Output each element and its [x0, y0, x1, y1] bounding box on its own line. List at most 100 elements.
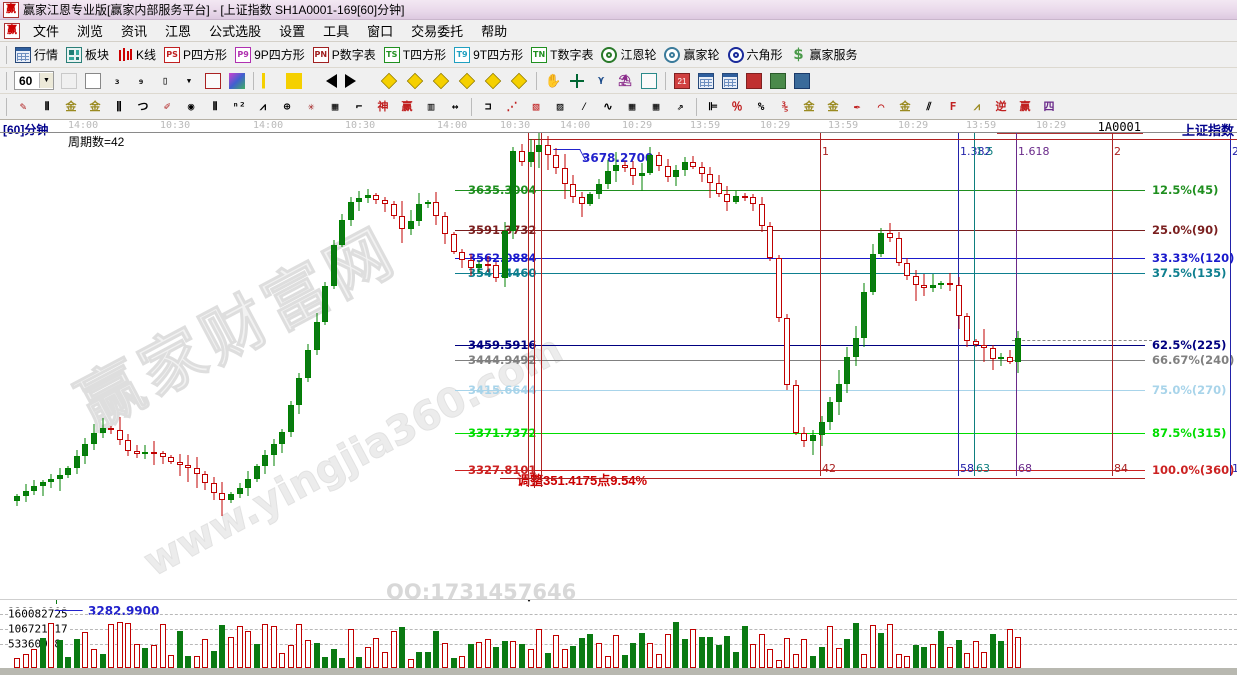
toolbar-button-grid-cell2[interactable]: ▦ — [644, 98, 668, 116]
toolbar-button-spiral[interactable]: つ — [131, 98, 155, 116]
toolbar-button-levels[interactable]: ⊫ — [701, 98, 725, 116]
toolbar-button-p-number-table[interactable]: PN P数字表 — [309, 45, 380, 64]
toolbar-button-red-angle[interactable]: 逆 — [989, 98, 1013, 116]
toolbar-button-span-measure[interactable]: ↔ — [443, 98, 467, 116]
toolbar-button-print-preview[interactable] — [766, 72, 790, 90]
toolbar-button-chart-dropdown[interactable]: ▼ — [177, 72, 201, 90]
toolbar-button-t-square[interactable]: TS T四方形 — [380, 45, 450, 64]
chart-plot[interactable]: 赢家财富网 www.yingjia360.com QQ:1731457646 3… — [0, 133, 1237, 599]
toolbar-button-step-line[interactable]: ⌐ — [347, 98, 371, 116]
toolbar-button-last-page[interactable] — [282, 72, 306, 90]
toolbar-button-calculator[interactable] — [694, 72, 718, 90]
toolbar-button-arc-tool[interactable]: ⌒ — [869, 98, 893, 116]
toolbar-button-calendar[interactable]: 21 — [670, 72, 694, 90]
volume-panel[interactable]: 3282.9900 3282.9900 16008272510672181753… — [0, 599, 1237, 675]
toolbar-button-report[interactable] — [718, 72, 742, 90]
toolbar-button-square-n2[interactable]: ⁿ² — [227, 98, 251, 116]
toolbar-button-sub9[interactable]: ₉ — [129, 72, 153, 90]
toolbar-button-gann-wheel[interactable]: 江恩轮 — [597, 45, 660, 64]
menu-item-settings[interactable]: 设置 — [279, 24, 306, 39]
toolbar-button-percent-grid[interactable]: ⅗ — [773, 98, 797, 116]
toolbar-button-fibonacci[interactable]: ⫼ — [107, 98, 131, 116]
toolbar-button-gold-box[interactable]: 金 — [893, 98, 917, 116]
menu-item-help[interactable]: 帮助 — [481, 24, 508, 39]
toolbar-button-box-arrow[interactable]: ▧ — [524, 98, 548, 116]
toolbar-button-ying-angle[interactable]: 赢 — [1013, 98, 1037, 116]
menu-item-trade[interactable]: 交易委托 — [411, 24, 464, 39]
toolbar-button-diamond-6[interactable] — [506, 71, 532, 91]
toolbar-button-winner-wheel[interactable]: 赢家轮 — [660, 45, 723, 64]
toolbar-button-next[interactable] — [341, 73, 376, 89]
toolbar-button-quotes[interactable]: 行情 — [11, 45, 62, 64]
toolbar-button-first-page[interactable] — [258, 72, 282, 90]
toolbar-button-diamond-2[interactable] — [402, 71, 428, 91]
toolbar-button-comb[interactable]: ▥ — [419, 98, 443, 116]
toolbar-button-gann-fan[interactable]: ⫴ — [35, 98, 59, 116]
toolbar-button-color-flag[interactable] — [225, 72, 249, 90]
chart-area[interactable]: [60]分钟 周期数=42 1A0001 上证指数 14:00 10:30 14:0… — [0, 120, 1237, 599]
toolbar-button-angle-pair[interactable]: ⫽ — [917, 98, 941, 116]
toolbar-button-angle-lines[interactable]: ⩘ — [251, 98, 275, 116]
toolbar-button-slope-line[interactable]: ⁄ — [572, 98, 596, 116]
toolbar-button-gold-circle[interactable]: 金 — [797, 98, 821, 116]
toolbar-button-f-lines[interactable]: F — [941, 98, 965, 116]
toolbar-button-winner-service[interactable]: $ 赢家服务 — [787, 45, 862, 64]
toolbar-button-kline[interactable]: K线 — [113, 45, 160, 64]
toolbar-button-t-number-table[interactable]: TN T数字表 — [527, 45, 597, 64]
menu-item-gann[interactable]: 江恩 — [165, 24, 192, 39]
toolbar-button-print[interactable] — [790, 72, 814, 90]
toolbar-button-ying-tool[interactable]: 赢 — [395, 98, 419, 116]
toolbar-button-gold-scale2[interactable]: 金 — [83, 98, 107, 116]
toolbar-button-diamond-1[interactable] — [376, 71, 402, 91]
toolbar-button-pen-tool[interactable]: ✎ — [11, 98, 35, 116]
toolbar-button-prev[interactable] — [306, 73, 341, 89]
toolbar-button-circle-scale[interactable]: ◉ — [179, 98, 203, 116]
toolbar-button-no-draw[interactable] — [57, 72, 81, 90]
toolbar-button-grid-cell[interactable]: ▦ — [620, 98, 644, 116]
toolbar-button-hexagon[interactable]: 六角形 — [724, 45, 787, 64]
toolbar-button-red-fan[interactable]: ⋰ — [500, 98, 524, 116]
chevron-down-icon[interactable]: ▼ — [39, 73, 53, 88]
toolbar-button-save[interactable] — [742, 72, 766, 90]
menu-item-window[interactable]: 窗口 — [367, 24, 394, 39]
toolbar-button-percent-fan[interactable]: ％ — [725, 98, 749, 116]
toolbar-button-gold-angle[interactable]: ⩘ — [965, 98, 989, 116]
toolbar-button-shen-tool[interactable]: 神 — [371, 98, 395, 116]
toolbar-button-grid-lines[interactable]: ⫴ — [203, 98, 227, 116]
toolbar-button-target[interactable]: ⊕ — [275, 98, 299, 116]
toolbar-button-rect-tool[interactable]: ⊐ — [476, 98, 500, 116]
toolbar-button-zigzag[interactable]: ∿ — [596, 98, 620, 116]
toolbar-button-diamond-5[interactable] — [480, 71, 506, 91]
toolbar-button-diamond-4[interactable] — [454, 71, 480, 91]
menu-item-formula-stock-picking[interactable]: 公式选股 — [209, 24, 262, 39]
toolbar-button-star-burst[interactable]: ✳ — [299, 98, 323, 116]
toolbar-button-p-square[interactable]: PS P四方形 — [160, 45, 231, 64]
toolbar-button-shade-box[interactable]: ▨ — [548, 98, 572, 116]
toolbar-button-box-grid[interactable]: ▦ — [323, 98, 347, 116]
toolbar-button-crosshair[interactable] — [565, 72, 589, 90]
toolbar-button-winner-mark[interactable] — [201, 72, 225, 90]
toolbar-button-pattern-tool[interactable] — [637, 72, 661, 90]
toolbar-button-sub3[interactable]: ₃ — [105, 72, 129, 90]
toolbar-button-four-lines[interactable]: 四 — [1037, 98, 1061, 116]
toolbar-button-fork-tool[interactable]: ⋎ — [589, 72, 613, 90]
toolbar-button-gold-scale3[interactable]: 金 — [821, 98, 845, 116]
menu-item-news[interactable]: 资讯 — [121, 24, 148, 39]
toolbar-button-9p-square[interactable]: P9 9P四方形 — [231, 45, 309, 64]
toolbar-button-trend-cross[interactable]: ⇗ — [668, 98, 692, 116]
period-select[interactable]: 60 ▼ — [14, 71, 54, 90]
chevron-down-icon[interactable]: ▼ — [186, 76, 192, 85]
toolbar-button-umbrella-tool[interactable]: ⛱ — [613, 72, 637, 90]
toolbar-button-9t-square[interactable]: T9 9T四方形 — [450, 45, 527, 64]
toolbar-button-arrow-pen[interactable]: ✐ — [155, 98, 179, 116]
toolbar-button-single-chart[interactable]: ▯ — [153, 72, 177, 90]
menu-item-browse[interactable]: 浏览 — [77, 24, 104, 39]
toolbar-button-hand-pan[interactable]: ✋ — [541, 72, 565, 90]
toolbar-button-clipboard[interactable] — [81, 72, 105, 90]
menu-item-file[interactable]: 文件 — [33, 24, 60, 39]
toolbar-button-paint-tool[interactable]: ✒ — [845, 98, 869, 116]
toolbar-button-percent[interactable]: % — [749, 98, 773, 116]
menu-item-tools[interactable]: 工具 — [323, 24, 350, 39]
toolbar-button-gold-scale1[interactable]: 金 — [59, 98, 83, 116]
toolbar-button-sector[interactable]: 板块 — [62, 45, 113, 64]
